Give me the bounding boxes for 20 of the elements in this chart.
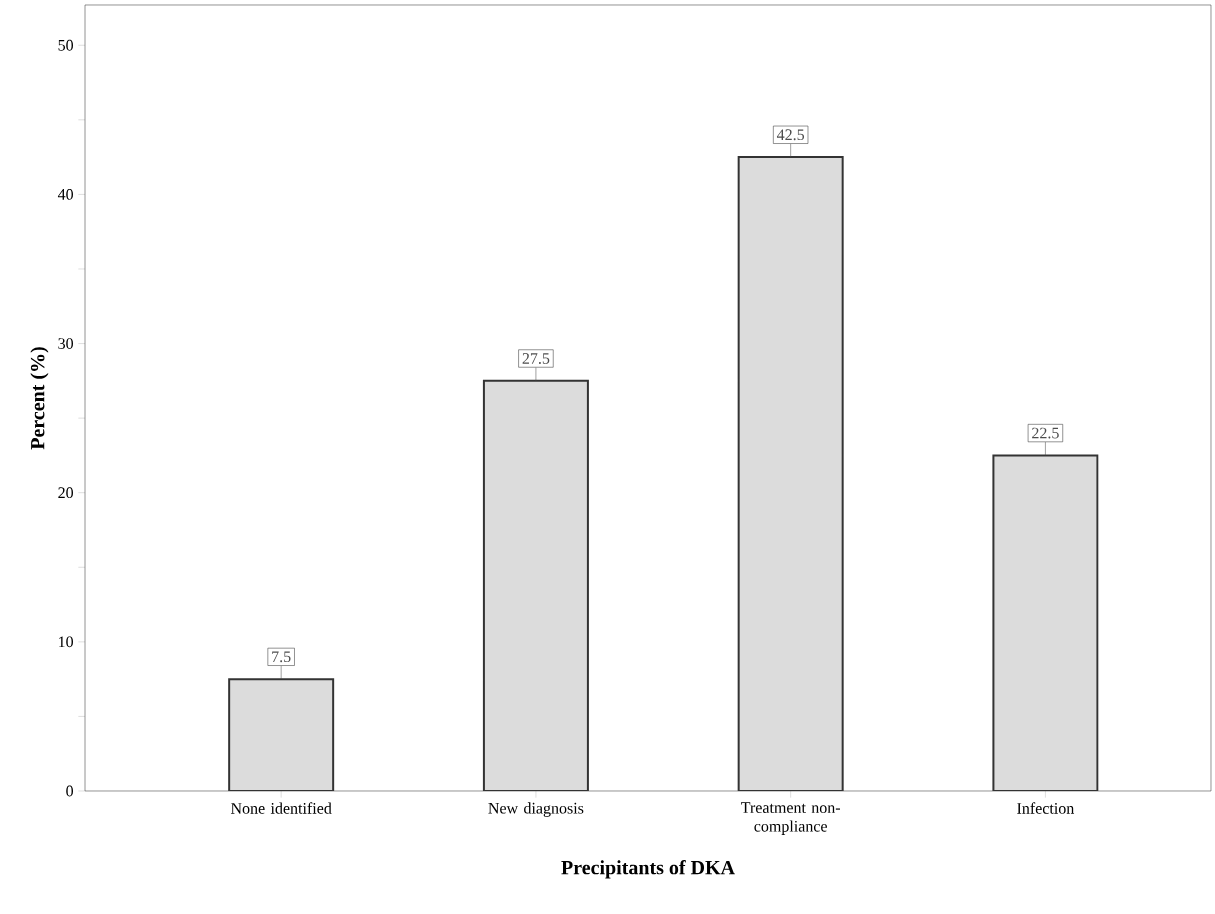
data-label: 42.5 [776, 129, 805, 141]
bar [737, 156, 844, 791]
bar [992, 454, 1099, 791]
bar [482, 379, 589, 791]
x-tick-label: New diagnosis [488, 802, 584, 817]
x-tick-label: Treatment non-compliance [741, 802, 841, 835]
y-tick-label: 50 [58, 39, 74, 51]
x-tick-label: Infection [1017, 802, 1075, 814]
y-tick-label: 40 [57, 189, 74, 200]
x-axis-title: Precipitants of DKA [561, 860, 735, 879]
x-tick-label: None identified [230, 802, 332, 814]
y-axis-title: Percent (%) [30, 347, 49, 450]
data-label: 7.5 [272, 651, 291, 663]
data-label: 27.5 [522, 353, 550, 364]
y-tick-label: 10 [59, 636, 74, 648]
y-tick-label: 30 [58, 338, 74, 349]
y-tick-label: 0 [66, 785, 74, 797]
data-label: 22.5 [1032, 427, 1059, 439]
y-tick-label: 20 [58, 487, 74, 499]
bar [228, 678, 335, 791]
